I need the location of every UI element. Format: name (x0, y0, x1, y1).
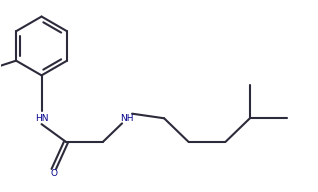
Text: NH: NH (121, 114, 134, 123)
Text: O: O (50, 169, 57, 178)
Text: HN: HN (35, 114, 48, 123)
